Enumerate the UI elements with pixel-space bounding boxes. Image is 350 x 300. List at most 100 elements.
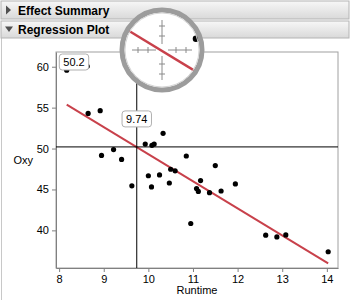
point [86,111,91,116]
crosshair-x-label: 9.74 [122,111,151,127]
magnified-point [205,162,211,168]
x-tick: 14 [321,268,333,285]
x-tick-label: 9 [101,273,107,285]
reticle-line [132,50,156,51]
magnified-point [98,97,104,103]
reticle-tick [159,64,165,65]
x-tick-mark [238,268,239,272]
x-tick-mark [327,268,328,272]
y-tick: 45 [37,183,56,195]
x-tick-label: 14 [321,273,333,285]
y-axis: 40 45 50 55 60 [37,53,57,269]
y-tick: 40 [37,224,56,236]
x-tick-label: 13 [277,273,289,285]
y-tick-mark [52,189,56,190]
y-tick-label: 60 [37,61,49,73]
y-tick-mark [52,230,56,231]
y-axis-line [56,53,57,269]
header-title[interactable]: Regression Plot [18,23,109,37]
point [198,178,203,183]
x-tick-label: 11 [188,273,199,285]
reticle-tick [186,47,187,53]
x-tick: 12 [232,268,244,285]
x-axis: 8 9 10 11 12 13 14 [57,268,339,285]
point [157,172,162,177]
point [149,184,154,189]
x-tick: 9 [101,268,107,285]
reticle-tick [159,36,165,37]
crosshair-x-label-text: 9.74 [126,113,147,125]
magnified-point [312,143,318,149]
plot-frame [56,52,338,268]
fit-line [67,105,328,264]
disclosure-icon[interactable] [6,6,11,15]
y-tick-label: 55 [37,102,49,114]
x-axis-line [57,268,339,269]
x-tick-mark [282,268,283,272]
y-tick: 50 [37,143,56,155]
point [160,131,165,136]
x-tick-label: 10 [143,273,155,285]
crosshair-y-label: 50.2 [59,54,88,70]
point [218,188,223,193]
y-tick-label: 40 [37,224,49,236]
x-tick: 13 [277,268,289,285]
point [168,167,173,172]
point [233,181,238,186]
magnified-point [219,41,225,47]
x-tick: 8 [57,268,63,285]
reticle-tick [176,47,177,53]
y-tick-mark [52,108,56,109]
crosshair-y-label-text: 50.2 [63,56,84,68]
header-title[interactable]: Effect Summary [18,4,110,18]
point [146,173,151,178]
point [184,153,189,158]
crosshair-x-label-box [122,111,151,127]
y-tick-mark [52,67,56,68]
crosshair-y-label-box [59,54,88,70]
magnified-plot [0,0,350,300]
reticle-line [162,20,163,44]
x-tick-mark [104,268,105,272]
y-tick-mark [52,149,56,150]
point [194,186,199,191]
point [326,249,331,254]
reticle-tick [159,74,165,75]
magnified-point [66,57,72,63]
magnifier-reticle [132,20,192,80]
y-tick-label: 50 [37,143,49,155]
magnified-point [18,81,24,87]
reticle-tick [148,47,149,53]
x-tick-label: 8 [57,273,63,285]
reticle-line [162,56,163,80]
magnifier-inner-ring [125,13,199,87]
point [207,190,212,195]
y-tick-label: 45 [37,183,49,195]
point [98,108,103,113]
x-axis-title: Runtime [177,284,218,296]
x-tick-mark [193,268,194,272]
magnified-point [218,207,224,213]
point [111,147,116,152]
reticle-tick [138,47,139,53]
magnifier-ring [122,10,202,90]
magnifier [0,0,350,300]
point [263,233,268,238]
point [213,163,218,168]
plot-area [56,52,338,268]
magnified-point [294,136,300,142]
magnified-point [250,159,256,165]
x-tick-mark [148,268,149,272]
point [167,180,172,185]
point [143,141,148,146]
magnified-fit-line [0,0,350,300]
x-tick-mark [59,268,60,272]
point [119,157,124,162]
point [129,183,134,188]
magnified-point [289,191,295,197]
disclosure-icon[interactable] [5,27,13,33]
point [283,232,288,237]
x-tick-label: 12 [232,273,244,285]
outline-border [1,38,2,300]
x-tick: 11 [188,268,199,285]
